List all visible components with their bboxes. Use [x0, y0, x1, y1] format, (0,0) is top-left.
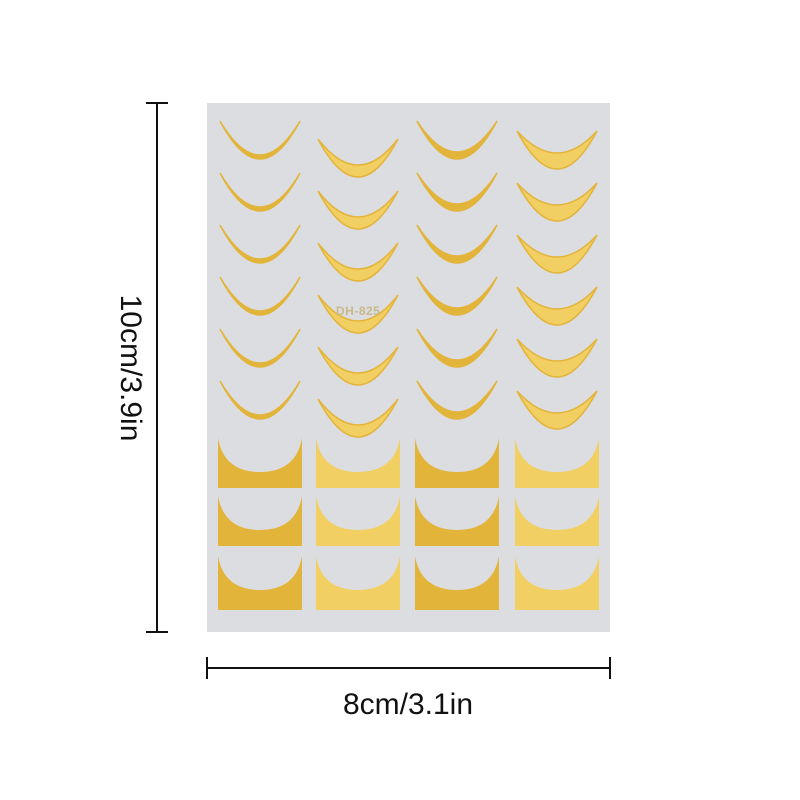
crescent-sticker — [516, 338, 598, 378]
french-tip-sticker — [415, 496, 499, 546]
french-tip-sticker — [218, 556, 302, 610]
french-tip-sticker — [515, 438, 599, 488]
crescent-sticker — [416, 224, 498, 264]
crescent-sticker — [219, 172, 301, 212]
height-label: 10cm/3.9in — [114, 294, 147, 442]
crescent-sticker — [317, 398, 399, 438]
crescent-sticker — [516, 390, 598, 430]
crescent-sticker — [219, 224, 301, 264]
height-dimension-line — [156, 103, 158, 632]
crescent-sticker — [416, 380, 498, 420]
crescent-sticker — [317, 346, 399, 386]
crescent-sticker — [219, 380, 301, 420]
sticker-sheet — [207, 103, 610, 632]
nail-stickers — [218, 120, 599, 610]
crescent-sticker — [219, 328, 301, 368]
french-tip-sticker — [316, 438, 400, 488]
crescent-sticker — [516, 182, 598, 222]
crescent-sticker — [317, 242, 399, 282]
crescent-sticker — [516, 286, 598, 326]
french-tip-sticker — [316, 556, 400, 610]
height-dimension-cap-top — [146, 102, 168, 104]
french-tip-sticker — [415, 556, 499, 610]
width-label: 8cm/3.1in — [342, 688, 474, 721]
sheet-code: DH-825 — [336, 304, 381, 318]
crescent-sticker — [416, 172, 498, 212]
crescent-sticker — [219, 120, 301, 160]
height-dimension-cap-bottom — [146, 631, 168, 633]
width-dimension-cap-left — [206, 657, 208, 679]
width-dimension-cap-right — [609, 657, 611, 679]
crescent-sticker — [516, 130, 598, 170]
french-tip-sticker — [515, 556, 599, 610]
french-tip-sticker — [515, 496, 599, 546]
crescent-sticker — [219, 276, 301, 316]
french-tip-sticker — [218, 496, 302, 546]
crescent-sticker — [416, 276, 498, 316]
crescent-sticker — [317, 294, 399, 334]
crescent-sticker — [416, 328, 498, 368]
french-tip-sticker — [316, 496, 400, 546]
crescent-sticker — [317, 138, 399, 178]
crescent-sticker — [516, 234, 598, 274]
french-tip-sticker — [218, 438, 302, 488]
crescent-sticker — [317, 190, 399, 230]
width-dimension-line — [207, 667, 610, 669]
crescent-sticker — [416, 120, 498, 160]
french-tip-sticker — [415, 438, 499, 488]
